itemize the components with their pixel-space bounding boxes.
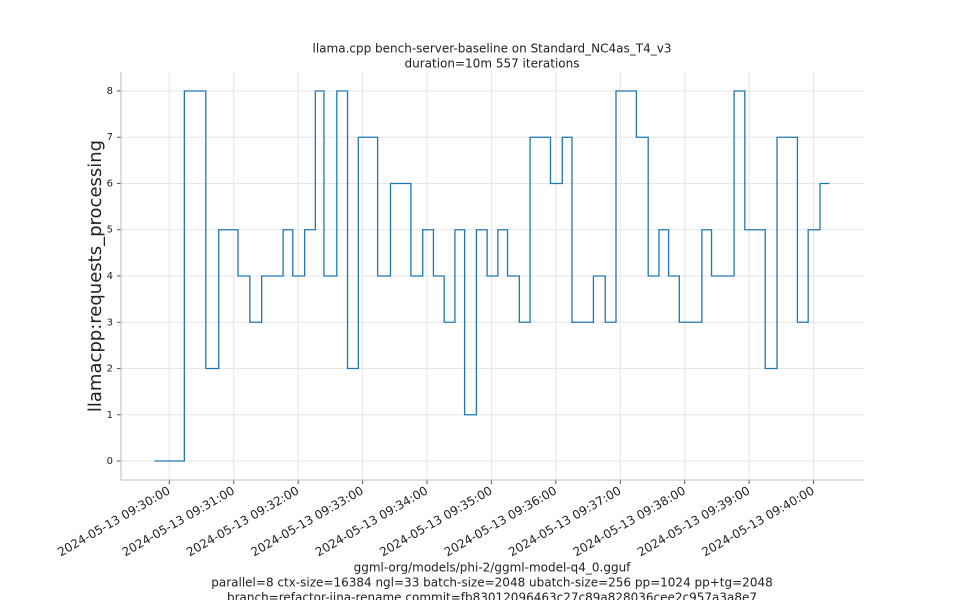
chart-subtitle: duration=10m 557 iterations	[405, 57, 580, 71]
y-tick-label: 2	[107, 364, 113, 375]
x-axis-label: parallel=8 ctx-size=16384 ngl=33 batch-s…	[211, 576, 772, 590]
x-tick-label: 2024-05-13 09:38:00	[571, 484, 688, 560]
x-tick-label: 2024-05-13 09:35:00	[377, 484, 494, 560]
y-tick-label: 5	[107, 225, 113, 236]
x-tick-label: 2024-05-13 09:40:00	[699, 484, 816, 560]
y-tick-label: 6	[107, 178, 113, 189]
x-tick-label: 2024-05-13 09:33:00	[248, 484, 365, 560]
x-tick-label: 2024-05-13 09:32:00	[184, 484, 301, 560]
y-tick-label: 0	[107, 456, 113, 467]
x-tick-label: 2024-05-13 09:36:00	[442, 484, 559, 560]
y-tick-label: 1	[107, 410, 113, 421]
x-tick-label: 2024-05-13 09:39:00	[635, 484, 752, 560]
x-tick-label: 2024-05-13 09:37:00	[506, 484, 623, 560]
y-tick-label: 3	[107, 317, 113, 328]
x-axis-label: branch=refactor-jina-rename commit=fb830…	[227, 591, 757, 600]
y-tick-label: 7	[107, 132, 113, 143]
y-tick-label: 8	[107, 86, 113, 97]
y-tick-label: 4	[107, 271, 113, 282]
data-line	[154, 90, 830, 462]
x-tick-label: 2024-05-13 09:31:00	[120, 484, 237, 560]
x-tick-label: 2024-05-13 09:30:00	[55, 484, 172, 560]
x-tick-label: 2024-05-13 09:34:00	[313, 484, 430, 560]
chart-title: llama.cpp bench-server-baseline on Stand…	[313, 42, 672, 56]
y-axis-label: llamacpp:requests_processing	[85, 140, 106, 412]
x-axis-label: ggml-org/models/phi-2/ggml-model-q4_0.gg…	[354, 561, 632, 575]
